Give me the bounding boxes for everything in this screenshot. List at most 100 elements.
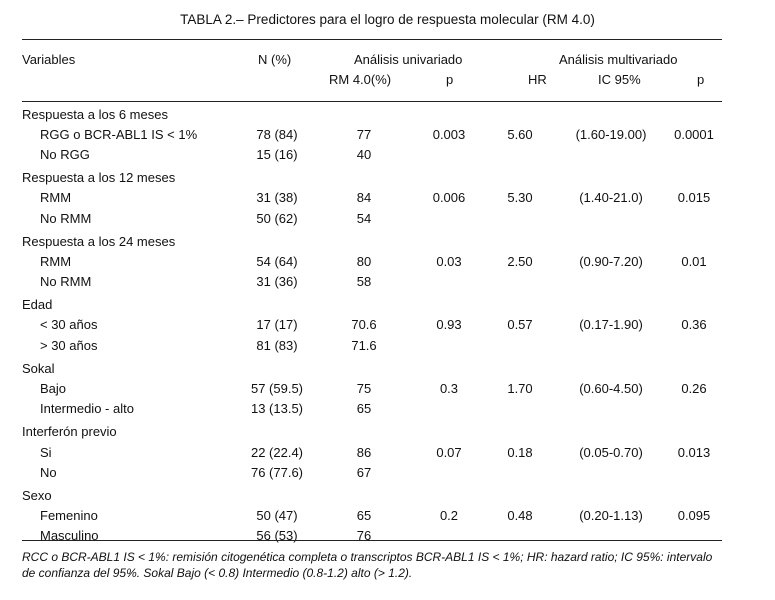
cell-rm (314, 228, 414, 251)
cell-rm (314, 101, 414, 124)
header-rm: RM 4.0(%) (329, 72, 392, 87)
cell-p-multivariate: 0.26 (681, 381, 707, 397)
cell-variable: No (40, 464, 57, 480)
header-rule (22, 101, 722, 102)
cell-n-pct (240, 101, 314, 124)
cell-n-pct (240, 165, 314, 188)
cell-n-pct: 22 (22.4) (250, 444, 304, 460)
cell-p-univariate (414, 292, 484, 315)
cell-n-pct (240, 419, 314, 442)
cell-p-multivariate (666, 101, 722, 124)
cell-variable: Respuesta a los 12 meses (22, 170, 176, 186)
cell-hr: 2.50 (507, 253, 533, 269)
cell-hr (484, 419, 556, 442)
cell-rm: 84 (356, 190, 372, 206)
cell-ic95 (556, 228, 666, 251)
cell-ic95 (556, 101, 666, 124)
cell-p-multivariate (666, 399, 722, 419)
cell-p-multivariate: 0.0001 (674, 126, 714, 142)
cell-rm: 65 (356, 401, 372, 417)
cell-variable: Femenino (40, 508, 98, 524)
cell-n-pct: 50 (47) (256, 508, 298, 524)
header-p-univariate: p (446, 72, 454, 87)
cell-p-univariate: 0.93 (436, 317, 462, 333)
cell-variable: Sokal (22, 360, 55, 376)
table-row: No RMM 31 (36) 58 (22, 272, 722, 292)
header-multivariate: Análisis multivariado (559, 52, 678, 67)
table-section-row: Respuesta a los 12 meses (22, 165, 722, 188)
cell-rm: 65 (356, 508, 372, 524)
cell-hr (484, 228, 556, 251)
cell-ic95 (556, 462, 666, 482)
table-row: Si 22 (22.4) 86 0.07 0.18 (0.05-0.70) 0.013 (22, 442, 722, 462)
cell-p-univariate (414, 101, 484, 124)
cell-variable: Bajo (40, 381, 67, 397)
cell-p-univariate: 0.2 (439, 508, 459, 524)
cell-variable: Respuesta a los 24 meses (22, 233, 176, 249)
cell-rm: 75 (356, 381, 372, 397)
table-row: RMM 31 (38) 84 0.006 5.30 (1.40-21.0) 0.015 (22, 188, 722, 208)
cell-rm: 54 (356, 210, 372, 226)
cell-variable: No RMM (40, 274, 92, 290)
table-section-row: Respuesta a los 6 meses (22, 101, 722, 124)
table-section-row: Respuesta a los 24 meses (22, 228, 722, 251)
header-ic: IC 95% (598, 72, 641, 87)
cell-variable: Si (40, 444, 52, 460)
cell-rm: 71.6 (351, 337, 377, 353)
footnote: RCC o BCR-ABL1 IS < 1%: remisión citogen… (22, 550, 713, 580)
cell-n-pct (240, 355, 314, 378)
cell-n-pct: 17 (17) (256, 317, 298, 333)
table-row: Intermedio - alto 13 (13.5) 65 (22, 399, 722, 419)
bottom-rule (22, 540, 722, 541)
cell-rm: 58 (356, 274, 372, 290)
cell-hr (484, 144, 556, 164)
cell-variable: Masculino (40, 528, 99, 544)
cell-variable: Sexo (22, 487, 52, 503)
cell-p-multivariate (666, 462, 722, 482)
cell-ic95 (556, 292, 666, 315)
table-section-row: Sexo (22, 482, 722, 505)
cell-hr (484, 101, 556, 124)
table-row: Bajo 57 (59.5) 75 0.3 1.70 (0.60-4.50) 0.26 (22, 378, 722, 398)
cell-variable: No RGG (40, 146, 90, 162)
table-row: No 76 (77.6) 67 (22, 462, 722, 482)
table-body: Respuesta a los 6 meses RGG o BCR-ABL1 IS… (22, 101, 722, 546)
cell-rm: 70.6 (351, 317, 377, 333)
cell-hr (484, 355, 556, 378)
cell-p-univariate: 0.003 (432, 126, 466, 142)
cell-p-univariate (414, 208, 484, 228)
cell-rm (314, 292, 414, 315)
cell-hr: 0.57 (507, 317, 533, 333)
cell-ic95: (0.60-4.50) (579, 381, 643, 397)
cell-variable: Edad (22, 297, 53, 313)
cell-variable: No RMM (40, 210, 92, 226)
cell-variable: < 30 años (40, 317, 98, 333)
top-rule (22, 39, 722, 40)
header-variables: Variables (22, 52, 76, 67)
cell-ic95 (556, 165, 666, 188)
cell-hr (484, 292, 556, 315)
header-hr: HR (528, 72, 547, 87)
table-row: < 30 años 17 (17) 70.6 0.93 0.57 (0.17-1.90) 0… (22, 315, 722, 335)
header-n-pct: N (%) (258, 52, 292, 67)
table-section-row: Edad (22, 292, 722, 315)
cell-ic95 (556, 335, 666, 355)
cell-n-pct: 15 (16) (256, 146, 298, 162)
cell-n-pct: 13 (13.5) (250, 401, 304, 417)
cell-p-univariate (414, 419, 484, 442)
cell-variable: RMM (40, 190, 72, 206)
cell-ic95: (0.20-1.13) (579, 508, 643, 524)
cell-rm (314, 419, 414, 442)
cell-hr (484, 526, 556, 546)
cell-n-pct: 56 (53) (256, 528, 298, 544)
table-row: > 30 años 81 (83) 71.6 (22, 335, 722, 355)
cell-ic95: (0.17-1.90) (579, 317, 643, 333)
cell-ic95 (556, 419, 666, 442)
cell-rm: 40 (356, 146, 372, 162)
cell-n-pct (240, 482, 314, 505)
cell-p-multivariate: 0.095 (677, 508, 711, 524)
cell-n-pct: 54 (64) (256, 253, 298, 269)
cell-hr: 0.18 (507, 444, 533, 460)
cell-n-pct: 31 (38) (256, 190, 298, 206)
cell-variable: Interferón previo (22, 424, 117, 440)
